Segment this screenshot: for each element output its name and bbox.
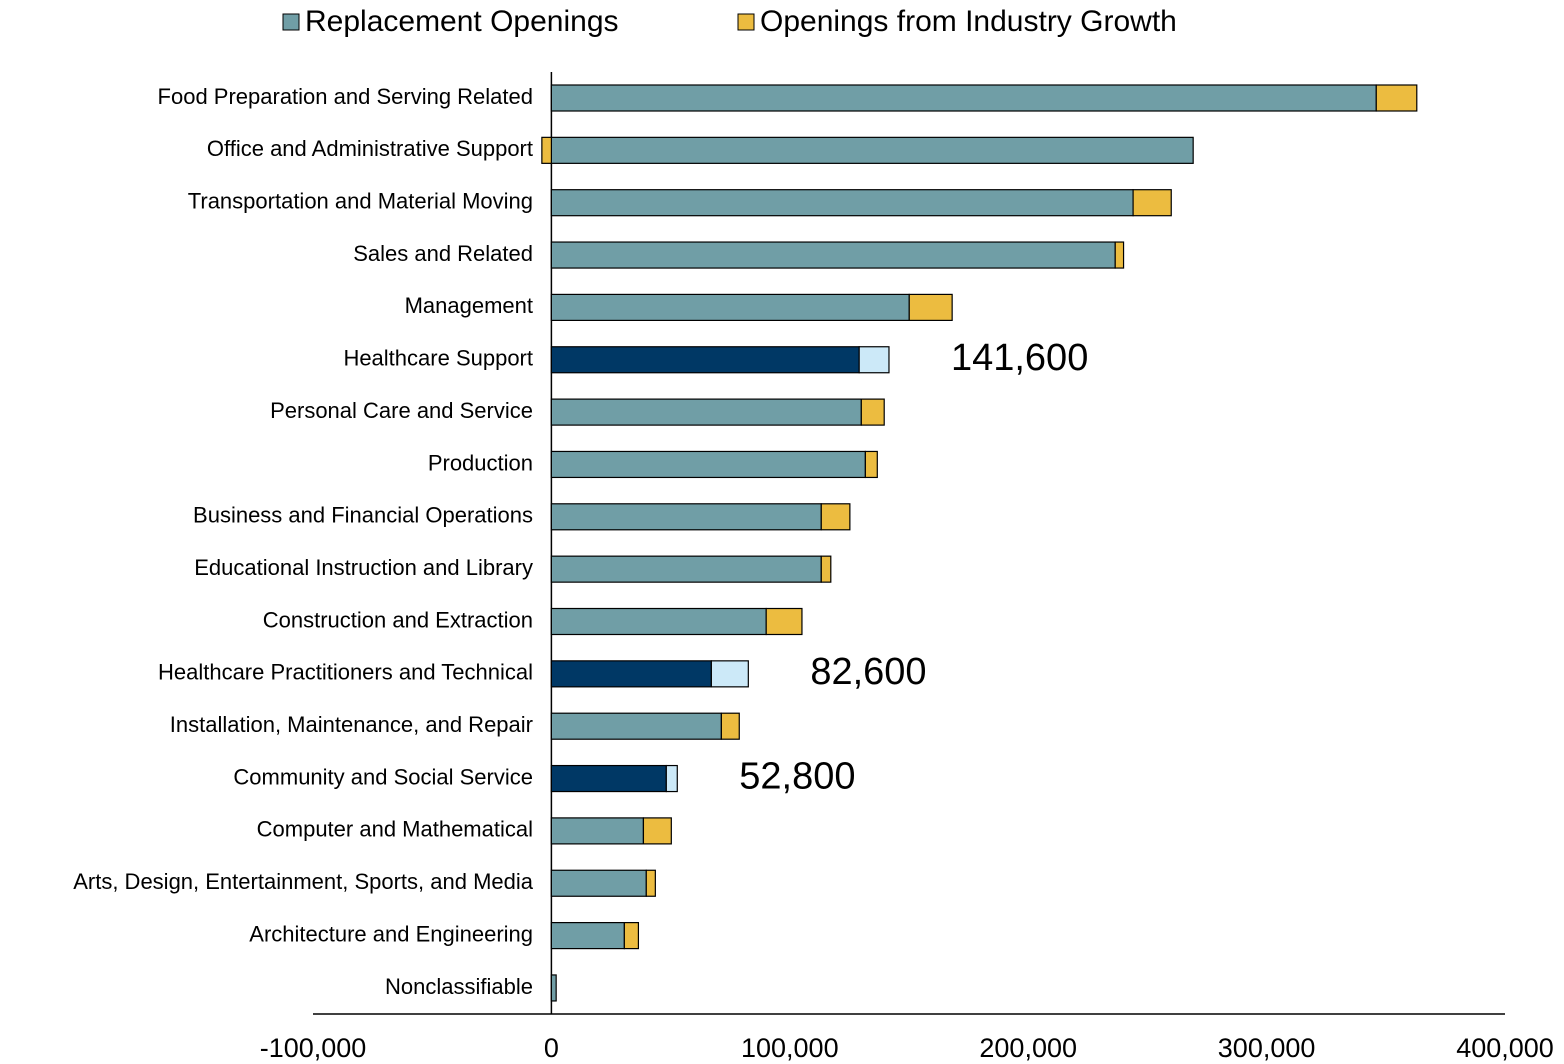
category-label: Computer and Mathematical (257, 817, 533, 842)
x-tick-label: 200,000 (979, 1033, 1077, 1063)
bar-segment (645, 869, 656, 897)
bar-segment (642, 817, 672, 845)
category-label: Transportation and Material Moving (188, 189, 533, 214)
bar-segment (1375, 84, 1418, 112)
category-label: Construction and Extraction (263, 607, 533, 632)
bar-segment (550, 398, 862, 426)
bar-segment (541, 136, 553, 164)
category-label: Office and Administrative Support (207, 136, 533, 161)
bar-segment (550, 503, 822, 531)
bar-segment (550, 346, 860, 374)
bar-segment (1132, 189, 1172, 217)
bar-segment (710, 660, 749, 688)
x-tick-label: -100,000 (260, 1033, 367, 1063)
bar-segment (550, 136, 1194, 164)
x-tick-label: 400,000 (1456, 1033, 1554, 1063)
legend-swatch (737, 13, 755, 31)
category-label: Arts, Design, Entertainment, Sports, and… (73, 869, 534, 894)
bar-segment (550, 555, 822, 583)
category-label: Healthcare Support (343, 346, 533, 371)
bar-segment (820, 503, 851, 531)
bar-segment (550, 817, 645, 845)
bar-segment (550, 450, 866, 479)
bar-segment (550, 189, 1134, 217)
category-label: Installation, Maintenance, and Repair (170, 712, 533, 737)
category-label: Community and Social Service (233, 764, 533, 789)
bar-segment (550, 84, 1377, 112)
category-label: Food Preparation and Serving Related (158, 84, 533, 109)
bar-segment (550, 241, 1116, 269)
bar-segment (765, 607, 803, 636)
x-tick-label: 100,000 (741, 1033, 839, 1063)
legend-label: Openings from Industry Growth (760, 5, 1177, 38)
bar-segment (623, 921, 640, 950)
bar-segment (550, 764, 667, 793)
category-label: Educational Instruction and Library (194, 555, 533, 580)
bar-segment (550, 712, 722, 740)
category-label: Sales and Related (353, 241, 533, 266)
bar-segment (860, 398, 885, 426)
bar-segment (720, 712, 740, 740)
category-label: Nonclassifiable (385, 974, 533, 999)
bar-segment (908, 293, 953, 321)
annotation: 52,800 (739, 756, 855, 798)
bar-segment (550, 293, 910, 321)
x-tick-label: 0 (544, 1033, 559, 1063)
bar-segment (550, 974, 557, 1002)
annotation: 82,600 (810, 651, 926, 693)
bar-segment (550, 869, 647, 897)
category-label: Healthcare Practitioners and Technical (158, 660, 533, 685)
legend-label: Replacement Openings (305, 5, 619, 38)
category-label: Production (428, 450, 533, 475)
bar-segment (550, 660, 712, 688)
annotation: 141,600 (951, 337, 1088, 379)
bar-segment (1114, 241, 1125, 269)
legend-swatch (282, 13, 300, 31)
category-label: Personal Care and Service (270, 398, 533, 423)
x-tick-label: 300,000 (1218, 1033, 1316, 1063)
category-label: Architecture and Engineering (249, 921, 533, 946)
bar-segment (665, 764, 678, 793)
bar-segment (550, 607, 767, 636)
bar-segment (864, 450, 878, 479)
category-label: Business and Financial Operations (193, 503, 533, 528)
category-label: Management (405, 293, 533, 318)
bar-segment (820, 555, 832, 583)
bar-segment (858, 346, 890, 374)
bar-segment (550, 921, 625, 950)
